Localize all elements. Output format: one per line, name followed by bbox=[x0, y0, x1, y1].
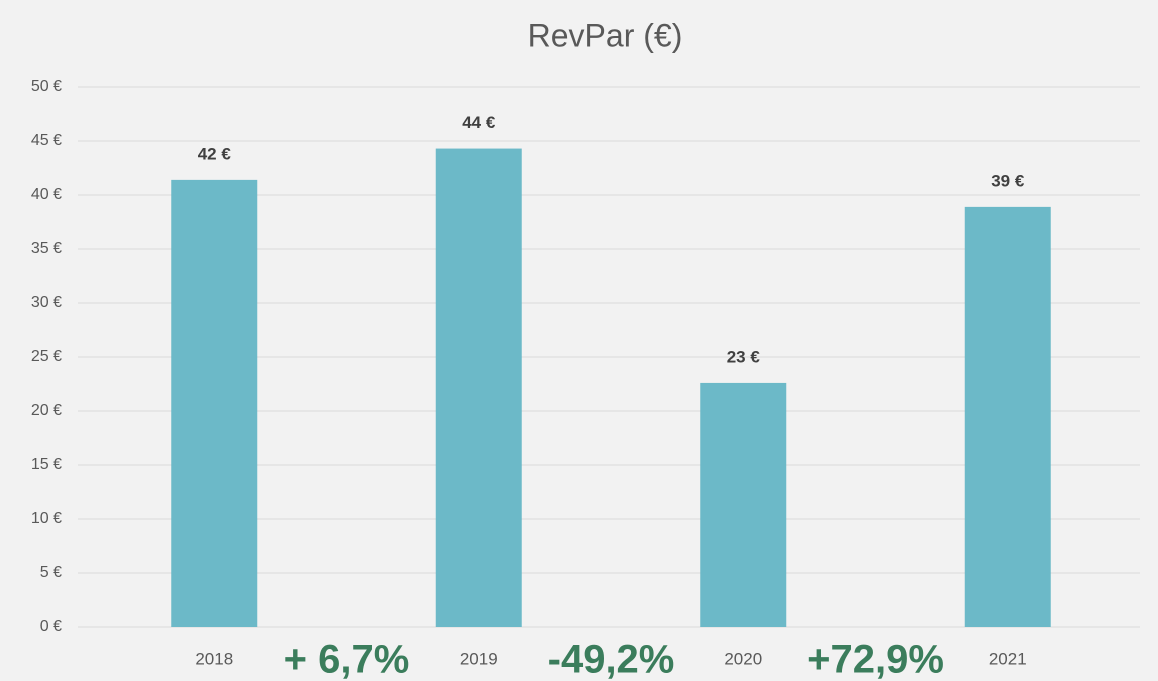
chart-title: RevPar (€) bbox=[528, 17, 683, 53]
change-annotation: +72,9% bbox=[807, 638, 944, 681]
x-tick-label: 2021 bbox=[989, 649, 1027, 668]
bar bbox=[171, 179, 258, 627]
data-label: 23 € bbox=[727, 347, 761, 366]
bar bbox=[435, 148, 522, 627]
x-tick-label: 2018 bbox=[195, 649, 233, 668]
y-tick-label: 30 € bbox=[31, 294, 62, 311]
x-tick-label: 2019 bbox=[460, 649, 498, 668]
y-tick-label: 35 € bbox=[31, 240, 62, 257]
x-tick-label: 2020 bbox=[724, 649, 762, 668]
bar bbox=[700, 382, 787, 627]
y-tick-label: 0 € bbox=[40, 618, 62, 635]
y-tick-label: 15 € bbox=[31, 456, 62, 473]
data-label: 42 € bbox=[198, 144, 232, 163]
data-label: 39 € bbox=[991, 171, 1025, 190]
y-tick-label: 25 € bbox=[31, 348, 62, 365]
y-tick-label: 20 € bbox=[31, 402, 62, 419]
y-tick-label: 45 € bbox=[31, 132, 62, 149]
bar bbox=[964, 206, 1051, 627]
change-annotation: + 6,7% bbox=[284, 638, 410, 681]
y-tick-label: 50 € bbox=[31, 78, 62, 95]
y-tick-label: 10 € bbox=[31, 510, 62, 527]
data-label: 44 € bbox=[462, 113, 496, 132]
y-tick-label: 5 € bbox=[40, 564, 62, 581]
y-tick-label: 40 € bbox=[31, 186, 62, 203]
change-annotation: -49,2% bbox=[548, 638, 675, 681]
